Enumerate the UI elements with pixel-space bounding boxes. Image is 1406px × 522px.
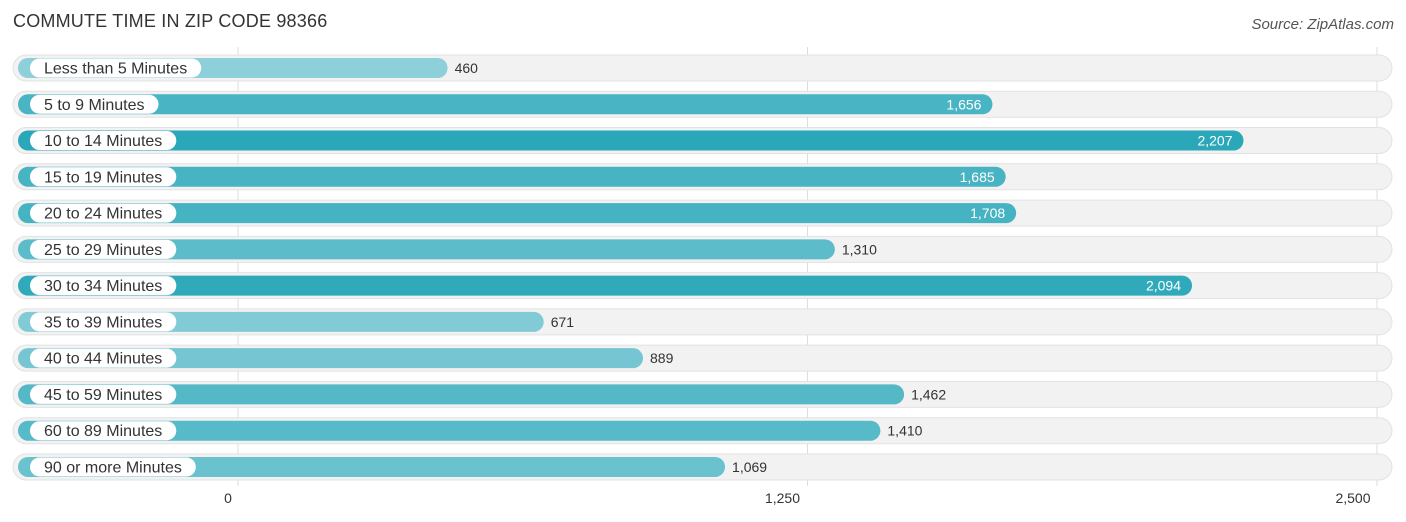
- x-tick-label: 1,250: [765, 490, 800, 506]
- chart-source: Source: ZipAtlas.com: [1251, 16, 1394, 33]
- bar-row: 45 to 59 Minutes 1,462: [12, 380, 1393, 408]
- category-label: Less than 5 Minutes: [44, 61, 187, 78]
- value-label: 1,410: [887, 423, 922, 439]
- category-label: 5 to 9 Minutes: [44, 97, 145, 114]
- category-label-pill: [30, 203, 177, 223]
- x-tick-label: 2,500: [1335, 490, 1370, 506]
- category-label: 60 to 89 Minutes: [44, 423, 162, 440]
- value-label: 1,462: [911, 386, 946, 402]
- category-label: 15 to 19 Minutes: [44, 169, 162, 186]
- category-label-pill: [30, 131, 177, 151]
- bar: [18, 239, 835, 260]
- bar-row: 30 to 34 Minutes 2,094: [12, 272, 1393, 300]
- bar-row: 5 to 9 Minutes 1,656: [12, 90, 1393, 118]
- bar: [18, 275, 1193, 296]
- value-label: 1,685: [960, 169, 995, 185]
- category-label: 90 or more Minutes: [44, 459, 182, 476]
- value-label: 1,310: [842, 241, 877, 257]
- bar: [18, 420, 881, 441]
- bar-row: 15 to 19 Minutes 1,685: [12, 163, 1393, 191]
- bar: [18, 384, 905, 405]
- value-label: 460: [455, 60, 479, 76]
- category-label-pill: [30, 312, 177, 332]
- category-label-pill: [30, 94, 159, 114]
- x-tick-label: 0: [224, 490, 232, 506]
- bar-row: 90 or more Minutes 1,069: [12, 453, 1393, 481]
- category-label: 35 to 39 Minutes: [44, 314, 162, 331]
- value-label: 889: [650, 350, 674, 366]
- bar-row: 40 to 44 Minutes 889: [12, 344, 1393, 372]
- category-label: 25 to 29 Minutes: [44, 242, 162, 259]
- value-label: 1,656: [946, 96, 981, 112]
- category-label: 40 to 44 Minutes: [44, 351, 162, 368]
- category-label-pill: [30, 421, 177, 441]
- chart-title: COMMUTE TIME IN ZIP CODE 98366: [13, 11, 328, 31]
- category-label-pill: [30, 348, 177, 368]
- category-label-pill: [30, 58, 202, 78]
- bar-row: 35 to 39 Minutes 671: [12, 308, 1393, 336]
- bar-row: 20 to 24 Minutes 1,708: [12, 199, 1393, 227]
- category-label-pill: [30, 276, 177, 296]
- bar-row: 10 to 14 Minutes 2,207: [12, 127, 1393, 155]
- category-label: 30 to 34 Minutes: [44, 278, 162, 295]
- category-label: 10 to 14 Minutes: [44, 133, 162, 150]
- bar-row: 60 to 89 Minutes 1,410: [12, 417, 1393, 445]
- bar: [18, 130, 1244, 151]
- value-label: 2,094: [1146, 278, 1181, 294]
- value-label: 671: [551, 314, 575, 330]
- bar: [18, 456, 726, 477]
- category-label-pill: [30, 384, 177, 404]
- value-label: 1,069: [732, 459, 767, 475]
- category-label-pill: [30, 239, 177, 259]
- bar-row: Less than 5 Minutes 460: [12, 54, 1393, 82]
- value-label: 2,207: [1197, 133, 1232, 149]
- bar: [18, 94, 993, 115]
- category-label: 45 to 59 Minutes: [44, 387, 162, 404]
- category-label-pill: [30, 167, 177, 187]
- value-label: 1,708: [970, 205, 1005, 221]
- category-label-pill: [30, 457, 196, 477]
- bar: [18, 203, 1017, 224]
- bar: [18, 166, 1006, 187]
- category-label: 20 to 24 Minutes: [44, 206, 162, 223]
- bar-row: 25 to 29 Minutes 1,310: [12, 235, 1393, 263]
